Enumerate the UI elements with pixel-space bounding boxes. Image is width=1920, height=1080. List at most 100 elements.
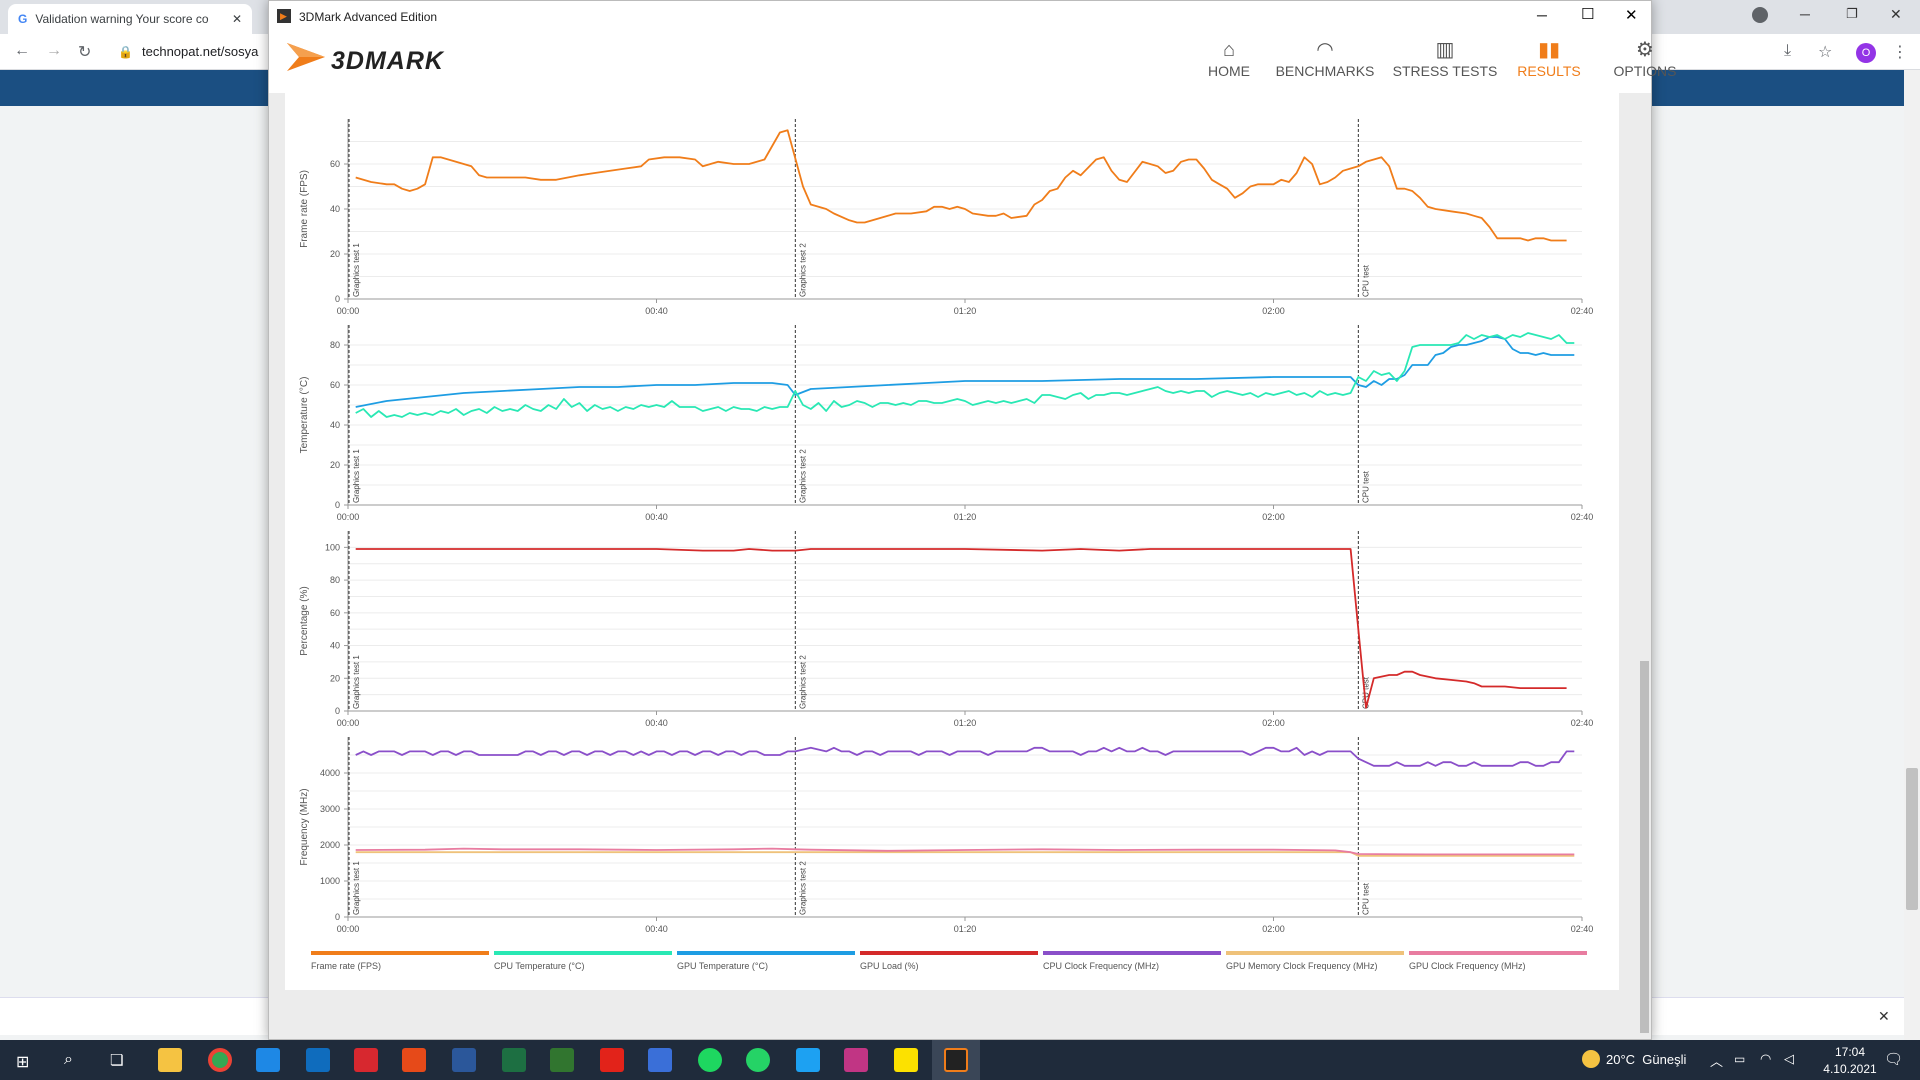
window-title: 3DMark Advanced Edition (299, 10, 438, 24)
store-icon[interactable] (648, 1048, 672, 1072)
app-icon: ▶ (277, 9, 291, 23)
browser-tab[interactable]: G Validation warning Your score co ✕ (8, 4, 252, 34)
clock-time[interactable]: 17:04 (1834, 1045, 1866, 1059)
y-tick-label: 60 (330, 608, 340, 618)
file-explorer-icon[interactable] (158, 1048, 182, 1072)
x-tick-label: 02:40 (1571, 718, 1594, 728)
mail-icon[interactable] (256, 1048, 280, 1072)
y-tick-label: 60 (330, 380, 340, 390)
weather-text[interactable]: 20°C Güneşli (1606, 1052, 1687, 1067)
close-icon[interactable]: ✕ (1890, 6, 1902, 22)
legend-swatch (1226, 951, 1404, 955)
avatar[interactable]: O (1856, 43, 1876, 63)
sticky-notes-icon[interactable] (894, 1048, 918, 1072)
tray-chevron-icon[interactable]: ︿ (1710, 1054, 1724, 1069)
app-scrollbar-thumb[interactable] (1640, 661, 1649, 1033)
spotify-icon[interactable] (698, 1048, 722, 1072)
whatsapp-icon[interactable] (746, 1048, 770, 1072)
app-minimize-icon[interactable]: ─ (1537, 7, 1547, 23)
chart-panel-1: 0 20 40 60 00:00 00:40 01:20 02:00 02:40 Frame ra… (299, 119, 1593, 316)
address-bar[interactable]: technopat.net/sosya (142, 44, 259, 59)
series-line (355, 548, 1567, 709)
monitoring-chart: 0 20 40 60 00:00 00:40 01:20 02:00 02:40 Frame ra… (299, 119, 1594, 971)
excel-icon[interactable] (502, 1048, 526, 1072)
y-tick-label: 80 (330, 340, 340, 350)
results-icon: ▮▮ (1537, 39, 1560, 61)
3dmark-taskbar-icon[interactable] (944, 1048, 968, 1072)
task-view-icon[interactable]: ❏ (110, 1052, 124, 1069)
close-banner-icon[interactable]: ✕ (1878, 1008, 1890, 1024)
back-icon[interactable]: ← (14, 42, 30, 59)
acrobat-icon[interactable] (354, 1048, 378, 1072)
wifi-icon: ◠ (1760, 1051, 1772, 1066)
y-tick-label: 0 (335, 500, 340, 510)
nav-stress-tests-label: STRESS TESTS (1392, 63, 1498, 79)
word-icon[interactable] (452, 1048, 476, 1072)
y-tick-label: 40 (330, 420, 340, 430)
test-marker-label: Graphics test 2 (798, 243, 807, 297)
search-icon[interactable]: ⌕ (64, 1051, 73, 1068)
notifications-icon[interactable]: 🗨 (1884, 1051, 1904, 1068)
legend-swatch (1043, 951, 1221, 955)
project-icon[interactable] (550, 1048, 574, 1072)
page-scrollbar-thumb[interactable] (1906, 768, 1918, 910)
y-tick-label: 0 (335, 706, 340, 716)
gear-icon: ⚙ (1636, 39, 1654, 61)
app-maximize-icon[interactable]: ☐ (1581, 6, 1595, 23)
x-tick-label: 02:40 (1571, 512, 1594, 522)
forward-icon[interactable]: → (46, 42, 62, 59)
google-icon: G (18, 12, 28, 26)
series-line (355, 129, 1567, 242)
series-line (355, 847, 1575, 856)
test-marker-label: CPU test (1361, 676, 1370, 709)
y-tick-label: 20 (330, 673, 340, 683)
x-tick-label: 00:40 (645, 718, 668, 728)
instagram-icon[interactable] (844, 1048, 868, 1072)
series-line (355, 746, 1575, 767)
x-tick-label: 02:40 (1571, 924, 1594, 934)
browser-tab-title: Validation warning Your score co (35, 12, 209, 26)
test-marker-label: Graphics test 2 (798, 449, 807, 503)
series-line (355, 851, 1575, 857)
minimize-icon[interactable]: ─ (1800, 6, 1810, 22)
nav-home[interactable]: ⌂ HOME (1169, 37, 1289, 79)
x-tick-label: 00:00 (337, 924, 360, 934)
chart-panel-3: 0 20 40 60 80 100 00:00 00:40 01:20 02:00 02:40 Per… (299, 531, 1593, 728)
y-tick-label: 40 (330, 641, 340, 651)
nav-benchmarks[interactable]: ◠ BENCHMARKS (1265, 37, 1385, 79)
outlook-icon[interactable] (306, 1048, 330, 1072)
app-close-icon[interactable]: ✕ (1625, 7, 1638, 24)
twitter-icon[interactable] (796, 1048, 820, 1072)
legend-label: GPU Temperature (°C) (677, 961, 768, 971)
battery-icon: ▭ (1734, 1052, 1746, 1066)
x-tick-label: 02:00 (1262, 512, 1285, 522)
reload-icon[interactable]: ↻ (78, 44, 92, 61)
clock-date[interactable]: 4.10.2021 (1823, 1062, 1877, 1076)
legend-swatch (1409, 951, 1587, 955)
volume-icon: ◁ (1784, 1051, 1794, 1066)
x-tick-label: 02:00 (1262, 306, 1285, 316)
x-tick-label: 02:00 (1262, 924, 1285, 934)
weather-icon (1582, 1050, 1600, 1068)
chrome-icon[interactable] (208, 1048, 232, 1072)
nav-options-label: OPTIONS (1613, 63, 1677, 79)
test-marker-label: Graphics test 1 (352, 861, 361, 915)
close-tab-icon[interactable]: ✕ (231, 12, 242, 26)
profile-dropdown-icon[interactable] (1752, 7, 1768, 23)
nav-results[interactable]: ▮▮ RESULTS (1489, 37, 1609, 79)
y-tick-label: 80 (330, 575, 340, 585)
lock-icon: 🔒 (118, 45, 133, 59)
menu-icon[interactable]: ⋮ (1892, 44, 1908, 61)
star-icon[interactable]: ☆ (1818, 44, 1833, 61)
test-marker-label: Graphics test 1 (352, 655, 361, 709)
download-icon[interactable]: ⤓ (1784, 42, 1792, 59)
pdf-icon[interactable] (600, 1048, 624, 1072)
start-icon[interactable]: ⊞ (16, 1054, 30, 1071)
series-line (355, 332, 1575, 418)
nav-options[interactable]: ⚙ OPTIONS (1585, 37, 1705, 79)
restore-icon[interactable]: ❐ (1846, 6, 1858, 21)
x-tick-label: 00:40 (645, 924, 668, 934)
app-header: 3DMARK ⌂ HOME ◠ BENCHMARKS ▥ STRESS TEST… (269, 31, 1677, 93)
office-icon[interactable] (402, 1048, 426, 1072)
nav-stress-tests[interactable]: ▥ STRESS TESTS (1385, 37, 1505, 79)
